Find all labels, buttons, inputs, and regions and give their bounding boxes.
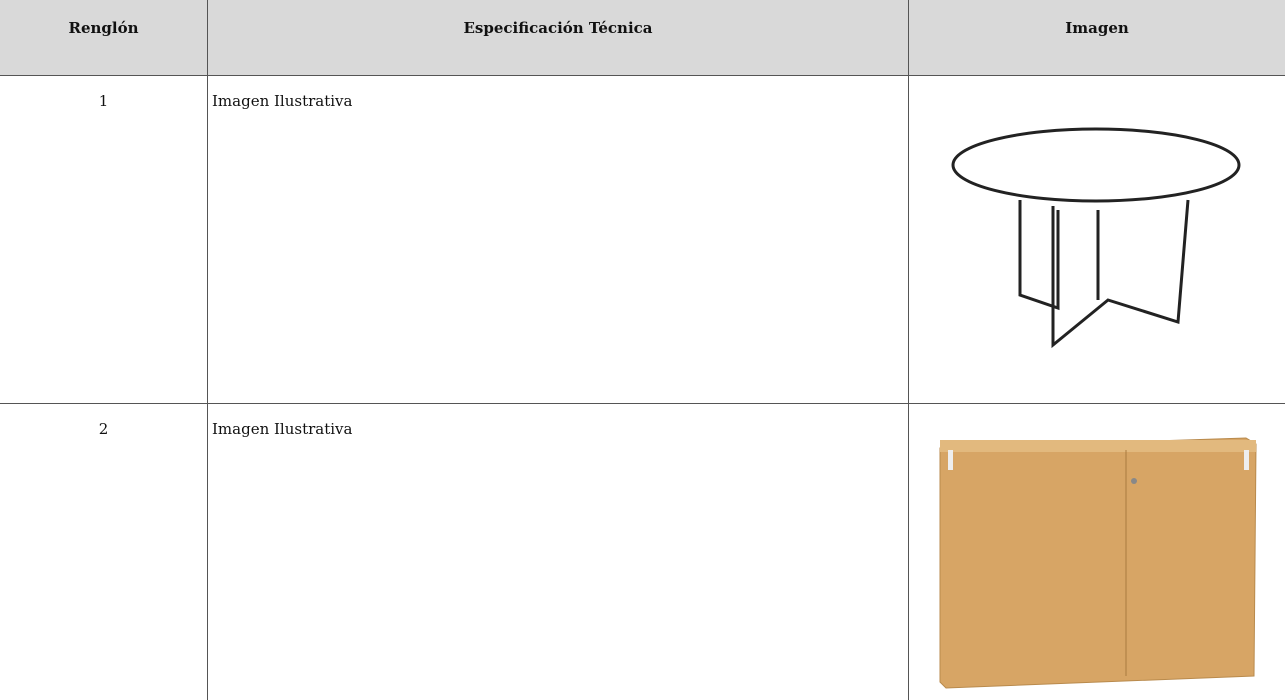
row-number: 2 [0,403,207,700]
spec-cell: Imagen Ilustrativa [207,75,908,404]
row-number: 1 [0,75,207,404]
table-image [951,127,1241,349]
image-cell [908,403,1285,700]
spec-cell: Imagen Ilustrativa [207,403,908,700]
header-cell: Especificación Técnica [207,0,908,76]
header-cell: Imagen [908,0,1285,76]
cabinet-image [939,437,1257,689]
header-cell: Renglón [0,0,207,76]
image-cell [908,75,1285,404]
